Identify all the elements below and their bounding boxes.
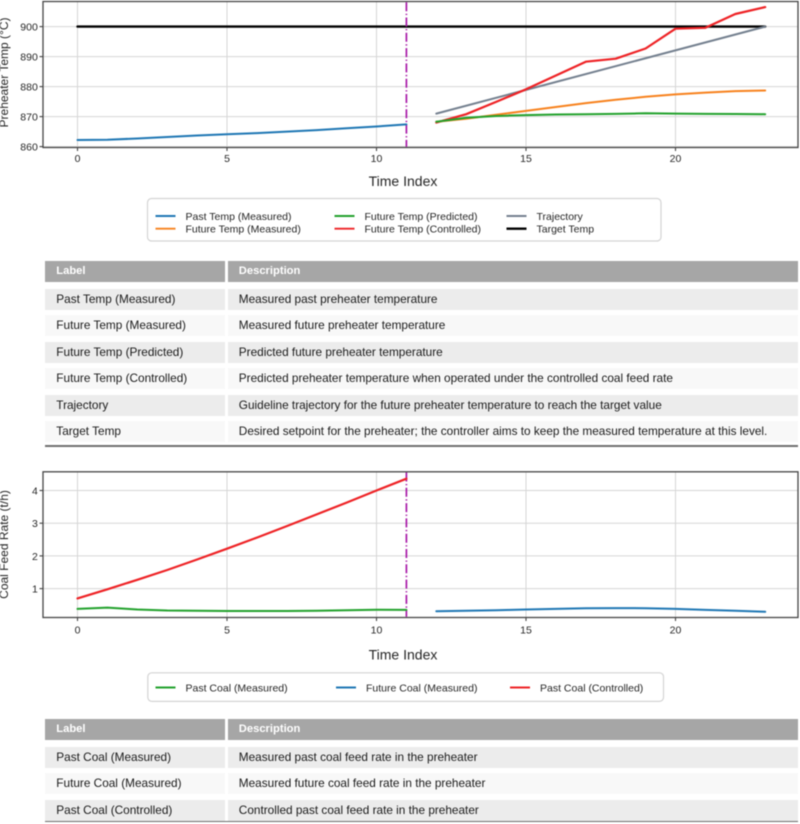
svg-text:15: 15 bbox=[520, 153, 532, 165]
svg-text:10: 10 bbox=[371, 625, 383, 637]
svg-text:0: 0 bbox=[75, 625, 81, 637]
svg-text:880: 880 bbox=[20, 82, 38, 94]
svg-text:0: 0 bbox=[75, 153, 81, 165]
svg-text:Future Temp (Controlled): Future Temp (Controlled) bbox=[365, 224, 482, 236]
svg-text:Future Temp (Predicted): Future Temp (Predicted) bbox=[365, 211, 478, 223]
svg-text:4: 4 bbox=[32, 486, 38, 498]
svg-text:3: 3 bbox=[32, 518, 38, 530]
svg-text:Future Temp (Measured): Future Temp (Measured) bbox=[186, 224, 301, 236]
svg-text:Past Coal (Measured): Past Coal (Measured) bbox=[186, 682, 288, 694]
svg-text:Coal Feed Rate (t/h): Coal Feed Rate (t/h) bbox=[0, 490, 11, 599]
svg-text:2: 2 bbox=[32, 551, 38, 563]
svg-text:Target Temp: Target Temp bbox=[537, 224, 595, 236]
svg-text:Past Coal (Controlled): Past Coal (Controlled) bbox=[540, 682, 643, 694]
svg-text:870: 870 bbox=[20, 112, 38, 124]
svg-text:Trajectory: Trajectory bbox=[537, 211, 584, 223]
svg-text:860: 860 bbox=[20, 142, 38, 154]
svg-text:900: 900 bbox=[20, 22, 38, 34]
svg-text:5: 5 bbox=[224, 625, 230, 637]
svg-text:20: 20 bbox=[670, 625, 682, 637]
svg-text:Time Index: Time Index bbox=[369, 173, 438, 189]
svg-text:Preheater Temp (°C): Preheater Temp (°C) bbox=[0, 18, 11, 128]
svg-text:5: 5 bbox=[224, 153, 230, 165]
svg-text:20: 20 bbox=[670, 153, 682, 165]
svg-text:1: 1 bbox=[32, 584, 38, 596]
svg-text:Future Coal (Measured): Future Coal (Measured) bbox=[366, 682, 477, 694]
svg-text:15: 15 bbox=[520, 625, 532, 637]
svg-text:Past Temp (Measured): Past Temp (Measured) bbox=[186, 211, 292, 223]
svg-text:Time Index: Time Index bbox=[369, 647, 438, 663]
svg-text:10: 10 bbox=[371, 153, 383, 165]
svg-text:890: 890 bbox=[20, 52, 38, 64]
